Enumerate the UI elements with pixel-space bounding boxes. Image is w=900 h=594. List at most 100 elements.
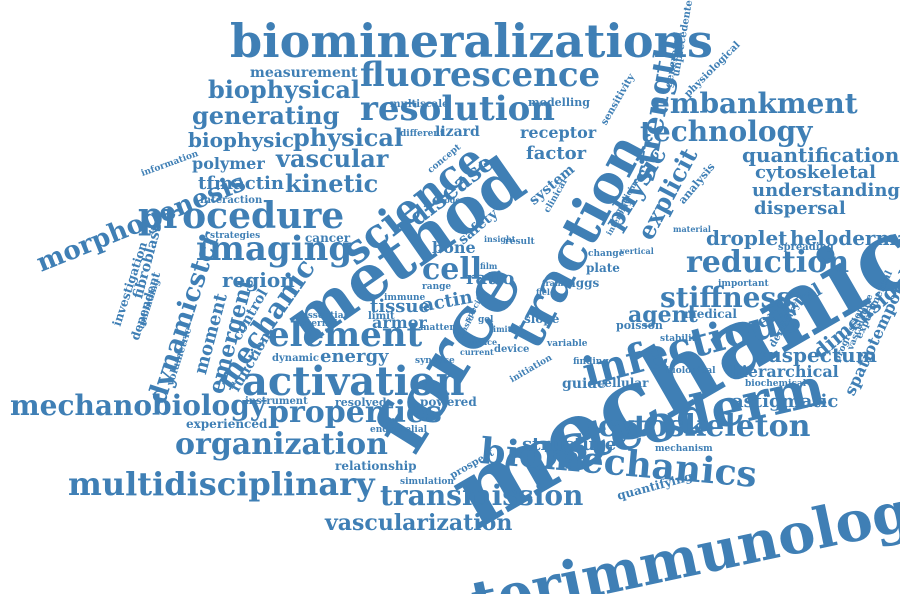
cloud-word: mechanobiology [10, 389, 267, 422]
cloud-word: interaction [200, 195, 263, 206]
cloud-word: stiffness [660, 281, 793, 314]
cloud-word: biophysical [208, 75, 360, 104]
cloud-word: poisson [616, 319, 663, 332]
cloud-word: information [139, 149, 200, 179]
cloud-word: plate [586, 261, 620, 275]
cloud-word: change [588, 249, 625, 259]
cloud-word: understanding [752, 180, 900, 201]
cloud-word: resolution [360, 89, 556, 129]
cloud-word: organization [175, 427, 388, 462]
cloud-word: vascularization [325, 510, 513, 536]
cloud-word: multiscale [390, 99, 449, 110]
cloud-word: region [222, 268, 295, 292]
cloud-word: vertical [620, 246, 654, 256]
cloud-word: essential [302, 311, 347, 321]
cloud-word: armor [372, 313, 427, 332]
cloud-word: ratio [466, 268, 515, 289]
cloud-word: technology [640, 115, 813, 148]
cloud-word: surface [464, 337, 498, 347]
cloud-word: structure [522, 434, 617, 455]
cloud-word: biophysic [188, 128, 295, 152]
cloud-word: frame [542, 278, 569, 288]
cloud-word: important [718, 279, 769, 289]
cloud-word: hierarchical [730, 362, 839, 381]
cloud-word: kinetic [285, 169, 379, 198]
cloud-word: biomineralizations [230, 14, 713, 68]
cloud-word: astigmatic [732, 391, 839, 412]
cloud-word: lizard [435, 124, 480, 140]
cloud-word: droplet [706, 226, 788, 250]
cloud-word: heloderma [790, 226, 900, 250]
cloud-word: multidisciplinary [68, 465, 375, 503]
cloud-word: limit [368, 311, 395, 322]
cloud-word: modelling [528, 96, 590, 109]
cloud-word: resolved [335, 396, 387, 409]
cloud-word: film [480, 261, 498, 271]
cloud-word: embankment [652, 87, 858, 120]
cloud-word: different [400, 129, 444, 139]
cloud-word: powered [420, 395, 477, 409]
cloud-word: imaging [196, 229, 353, 269]
cloud-word: vascular [276, 144, 389, 173]
cloud-word: mechanism [655, 444, 713, 454]
cloud-word: sensitivity [599, 72, 638, 128]
cloud-word: stability [660, 334, 701, 344]
cloud-word: experienced [186, 417, 268, 431]
cloud-word: dispersal [754, 198, 846, 219]
cloud-word: fluorescence [360, 55, 601, 95]
cloud-word: medical [684, 307, 737, 321]
cloud-word: agent [628, 302, 698, 328]
cloud-word: finding [573, 357, 609, 367]
cloud-word: activation [242, 358, 465, 405]
cloud-word: factor [526, 143, 587, 164]
cloud-word: cellular [597, 376, 649, 390]
cloud-word: result [505, 237, 535, 247]
cloud-word: physical [293, 123, 404, 152]
cloud-word: limited [490, 324, 522, 334]
cloud-word: polymer [192, 154, 265, 173]
cloud-word: element [268, 315, 423, 355]
cloud-word: slope [524, 312, 560, 326]
cloud-word: endothelial [370, 425, 428, 435]
cloud-word: cytoskeleton [598, 409, 811, 444]
cloud-word: instrument [245, 396, 308, 407]
cloud-word: energy [320, 346, 389, 367]
cloud-word: suspectum [756, 343, 877, 367]
cloud-word: range [422, 282, 452, 292]
cloud-word: current [460, 347, 494, 357]
cloud-word: cancer [305, 231, 351, 245]
cloud-word: tissue [370, 296, 430, 317]
cloud-word: synapse [415, 356, 455, 366]
cloud-word: device [494, 344, 530, 355]
cloud-word: biochemical [745, 379, 807, 389]
cloud-word: field [536, 287, 556, 297]
cloud-word: insight [484, 234, 516, 244]
cloud-word: cytoskeletal [755, 162, 876, 183]
cloud-word: quantification [742, 143, 900, 167]
cloud-word: gel [478, 315, 494, 325]
cloud-word: strategies [210, 231, 261, 241]
cloud-word: properties [268, 395, 442, 430]
cloud-word: external [296, 319, 338, 329]
cloud-word: generating [192, 101, 340, 130]
cloud-word: aggs [568, 276, 600, 290]
cloud-word: biological [666, 366, 716, 376]
cloud-word: immune [384, 293, 426, 303]
cloud-word: dynamic [272, 353, 320, 364]
cloud-word: bone [432, 238, 476, 257]
cloud-word: cell [422, 252, 483, 287]
cloud-word: mode [436, 195, 461, 205]
cloud-word: variable [547, 339, 588, 349]
cloud-word: receptor [520, 123, 597, 142]
cloud-word: initiation [508, 353, 555, 386]
cloud-word: measurement [250, 65, 358, 81]
cloud-word: matter [420, 323, 455, 333]
cloud-word: guide [562, 376, 606, 392]
cloud-word: relationship [335, 459, 417, 473]
cloud-word: spreading [778, 242, 834, 253]
cloud-word: material [673, 224, 711, 234]
cloud-word: transmission [380, 479, 584, 512]
cloud-word: tfmactin [198, 173, 284, 194]
cloud-word: simulation [400, 477, 454, 487]
